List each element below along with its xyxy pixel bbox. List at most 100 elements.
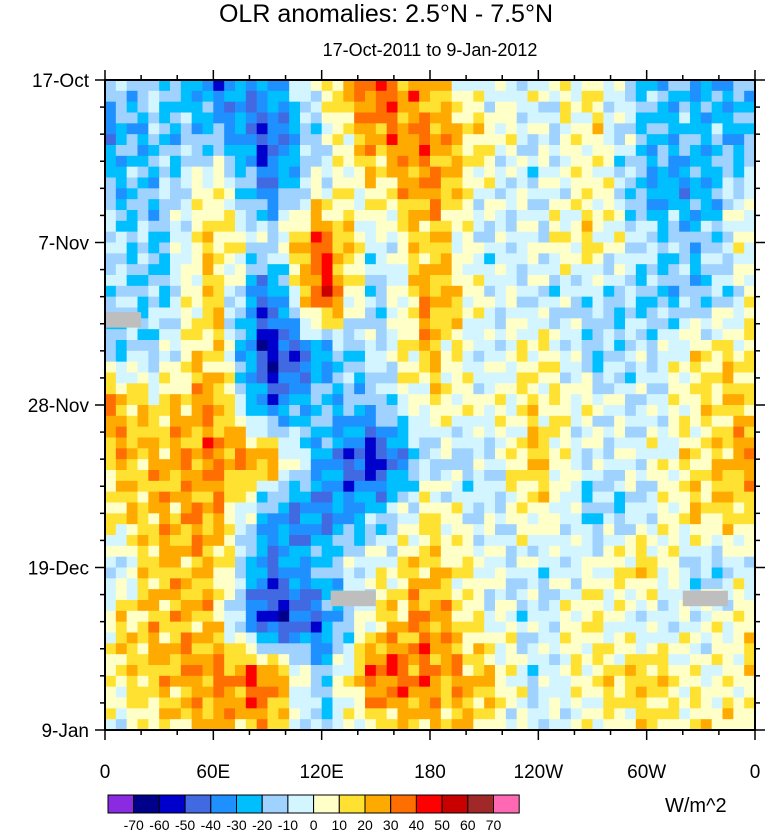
field-cell xyxy=(733,654,745,666)
field-cell xyxy=(245,578,258,590)
field-cell xyxy=(289,134,301,146)
field-cell xyxy=(224,556,236,569)
field-cell xyxy=(224,686,236,699)
field-cell xyxy=(462,394,474,406)
field-cell xyxy=(440,589,453,601)
field-cell xyxy=(105,426,117,439)
field-cell xyxy=(603,665,615,677)
field-cell xyxy=(375,448,388,460)
field-cell xyxy=(115,632,128,644)
field-cell xyxy=(256,513,269,525)
field-cell xyxy=(332,415,344,428)
field-cell xyxy=(300,177,312,189)
field-cell xyxy=(408,545,420,558)
field-cell xyxy=(592,275,604,287)
field-cell xyxy=(126,513,139,525)
field-cell xyxy=(625,535,637,547)
field-cell xyxy=(690,513,702,525)
field-cell xyxy=(646,719,659,731)
field-cell xyxy=(700,545,713,558)
field-cell xyxy=(646,220,659,233)
field-cell xyxy=(170,177,182,189)
field-cell xyxy=(516,383,529,395)
field-cell xyxy=(722,253,734,265)
field-cell xyxy=(657,307,669,319)
colorbar-swatch xyxy=(158,794,186,814)
field-cell xyxy=(690,405,702,417)
field-cell xyxy=(137,578,149,590)
field-cell xyxy=(180,112,193,124)
field-cell xyxy=(310,177,323,189)
field-cell xyxy=(722,231,734,244)
field-cell xyxy=(733,307,745,319)
field-cell xyxy=(267,665,279,677)
field-cell xyxy=(397,600,409,612)
field-cell xyxy=(495,665,507,677)
field-cell xyxy=(527,242,539,254)
field-cell xyxy=(115,502,128,514)
field-cell xyxy=(603,177,615,189)
field-cell xyxy=(386,231,399,244)
field-cell xyxy=(625,567,637,579)
field-cell xyxy=(495,350,507,363)
field-cell xyxy=(213,556,225,569)
field-cell xyxy=(386,654,399,666)
field-cell xyxy=(560,437,572,449)
field-cell xyxy=(105,600,117,612)
field-cell xyxy=(137,524,149,536)
field-cell xyxy=(419,90,431,103)
field-cell xyxy=(170,654,182,666)
field-cell xyxy=(462,275,474,287)
field-cell xyxy=(105,470,117,482)
field-cell xyxy=(657,296,669,309)
field-cell xyxy=(159,426,171,439)
field-cell xyxy=(310,210,323,222)
field-cell xyxy=(570,155,583,168)
field-cell xyxy=(159,654,171,666)
field-cell xyxy=(462,318,474,330)
field-cell xyxy=(115,600,128,612)
field-cell xyxy=(700,220,713,233)
field-cell xyxy=(148,112,160,124)
missing-data-region xyxy=(682,590,728,607)
field-cell xyxy=(690,134,702,146)
field-cell xyxy=(430,643,442,655)
field-cell xyxy=(332,80,344,92)
field-cell xyxy=(354,394,366,406)
field-cell xyxy=(538,318,550,330)
field-cell xyxy=(365,675,377,688)
field-cell xyxy=(570,90,583,103)
field-cell xyxy=(115,220,128,233)
field-cell xyxy=(733,470,745,482)
field-cell xyxy=(202,340,214,352)
field-cell xyxy=(137,340,149,352)
field-cell xyxy=(191,405,204,417)
field-cell xyxy=(603,101,615,114)
field-cell xyxy=(722,578,734,590)
field-cell xyxy=(267,675,279,688)
field-cell xyxy=(646,437,659,449)
field-cell xyxy=(256,231,269,244)
field-cell xyxy=(213,177,225,189)
field-cell xyxy=(462,426,474,439)
field-cell xyxy=(278,654,290,666)
field-cell xyxy=(570,112,583,124)
field-cell xyxy=(235,513,247,525)
field-cell xyxy=(278,383,290,395)
field-cell xyxy=(635,578,648,590)
field-cell xyxy=(549,242,561,254)
field-cell xyxy=(560,578,572,590)
field-cell xyxy=(191,459,204,471)
field-cell xyxy=(657,372,669,384)
field-cell xyxy=(505,448,518,460)
field-cell xyxy=(495,502,507,514)
field-cell xyxy=(668,350,680,363)
field-cell xyxy=(549,610,561,623)
field-cell xyxy=(343,210,355,222)
field-cell xyxy=(375,123,388,135)
field-cell xyxy=(300,231,312,244)
field-cell xyxy=(570,123,583,135)
field-cell xyxy=(170,426,182,439)
field-cell xyxy=(170,145,182,157)
field-cell xyxy=(733,491,745,504)
